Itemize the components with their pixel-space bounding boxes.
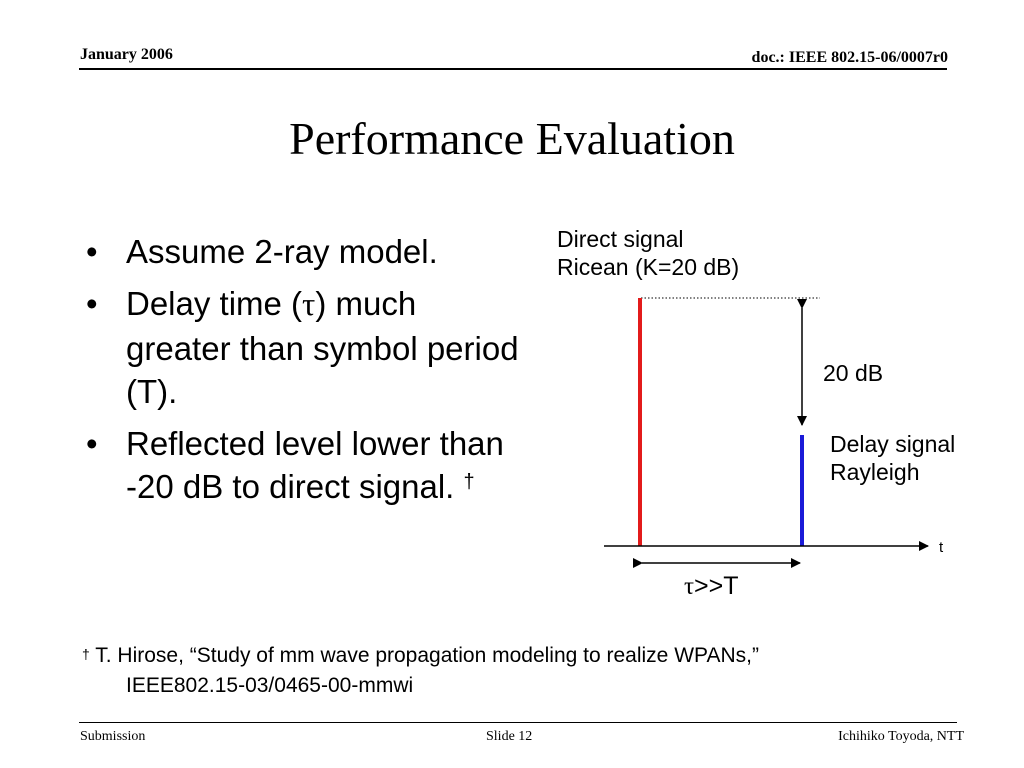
bullet-item: Reflected level lower than -20 dB to dir… <box>82 422 522 508</box>
delay-span-label-text: >>T <box>694 572 739 600</box>
footnote-line1: † T. Hirose, “Study of mm wave propagati… <box>82 641 962 671</box>
footnote-line2: IEEE802.15-03/0465-00-mmwi <box>126 674 414 697</box>
direct-signal-label: Direct signal Ricean (K=20 dB) <box>557 225 739 281</box>
delay-signal-label-line1: Delay signal <box>830 431 956 457</box>
level-gap-label: 20 dB <box>823 360 884 386</box>
delay-span-label: τ>>T <box>684 572 739 601</box>
bullet-list: Assume 2-ray model. Delay time (τ) much … <box>82 230 522 517</box>
footnote: † T. Hirose, “Study of mm wave propagati… <box>82 641 962 701</box>
tau-symbol: τ <box>302 287 316 323</box>
delay-signal-label: Delay signal Rayleigh <box>830 430 955 486</box>
direct-signal-label-line2: Ricean (K=20 dB) <box>557 254 740 280</box>
bullet-item: Assume 2-ray model. <box>82 230 522 273</box>
header-doc-id: doc.: IEEE 802.15-06/0007r0 <box>751 49 948 66</box>
bullet-text: ) much greater than symbol period (T). <box>126 285 519 410</box>
footer-author: Ichihiko Toyoda, NTT <box>838 729 964 744</box>
header-date: January 2006 <box>80 46 173 63</box>
bullet-text: Assume 2-ray model. <box>126 233 438 270</box>
delay-signal-label-line2: Rayleigh <box>830 459 920 485</box>
footer-divider <box>79 722 957 723</box>
dagger-mark: † <box>82 646 90 662</box>
bullet-text: Delay time ( <box>126 285 303 322</box>
tau-symbol: τ <box>684 573 695 600</box>
time-axis-label: t <box>939 539 944 556</box>
dagger-mark: † <box>463 471 475 493</box>
header-divider <box>79 68 947 70</box>
bullet-item: Delay time (τ) much greater than symbol … <box>82 282 522 413</box>
footnote-text: T. Hirose, “Study of mm wave propagation… <box>89 644 759 667</box>
slide-title: Performance Evaluation <box>289 113 735 164</box>
footer-submission: Submission <box>80 729 146 744</box>
bullet-text: Reflected level lower than -20 dB to dir… <box>126 425 504 505</box>
direct-signal-label-line1: Direct signal <box>557 226 684 252</box>
footer-slide-number: Slide 12 <box>486 729 533 744</box>
